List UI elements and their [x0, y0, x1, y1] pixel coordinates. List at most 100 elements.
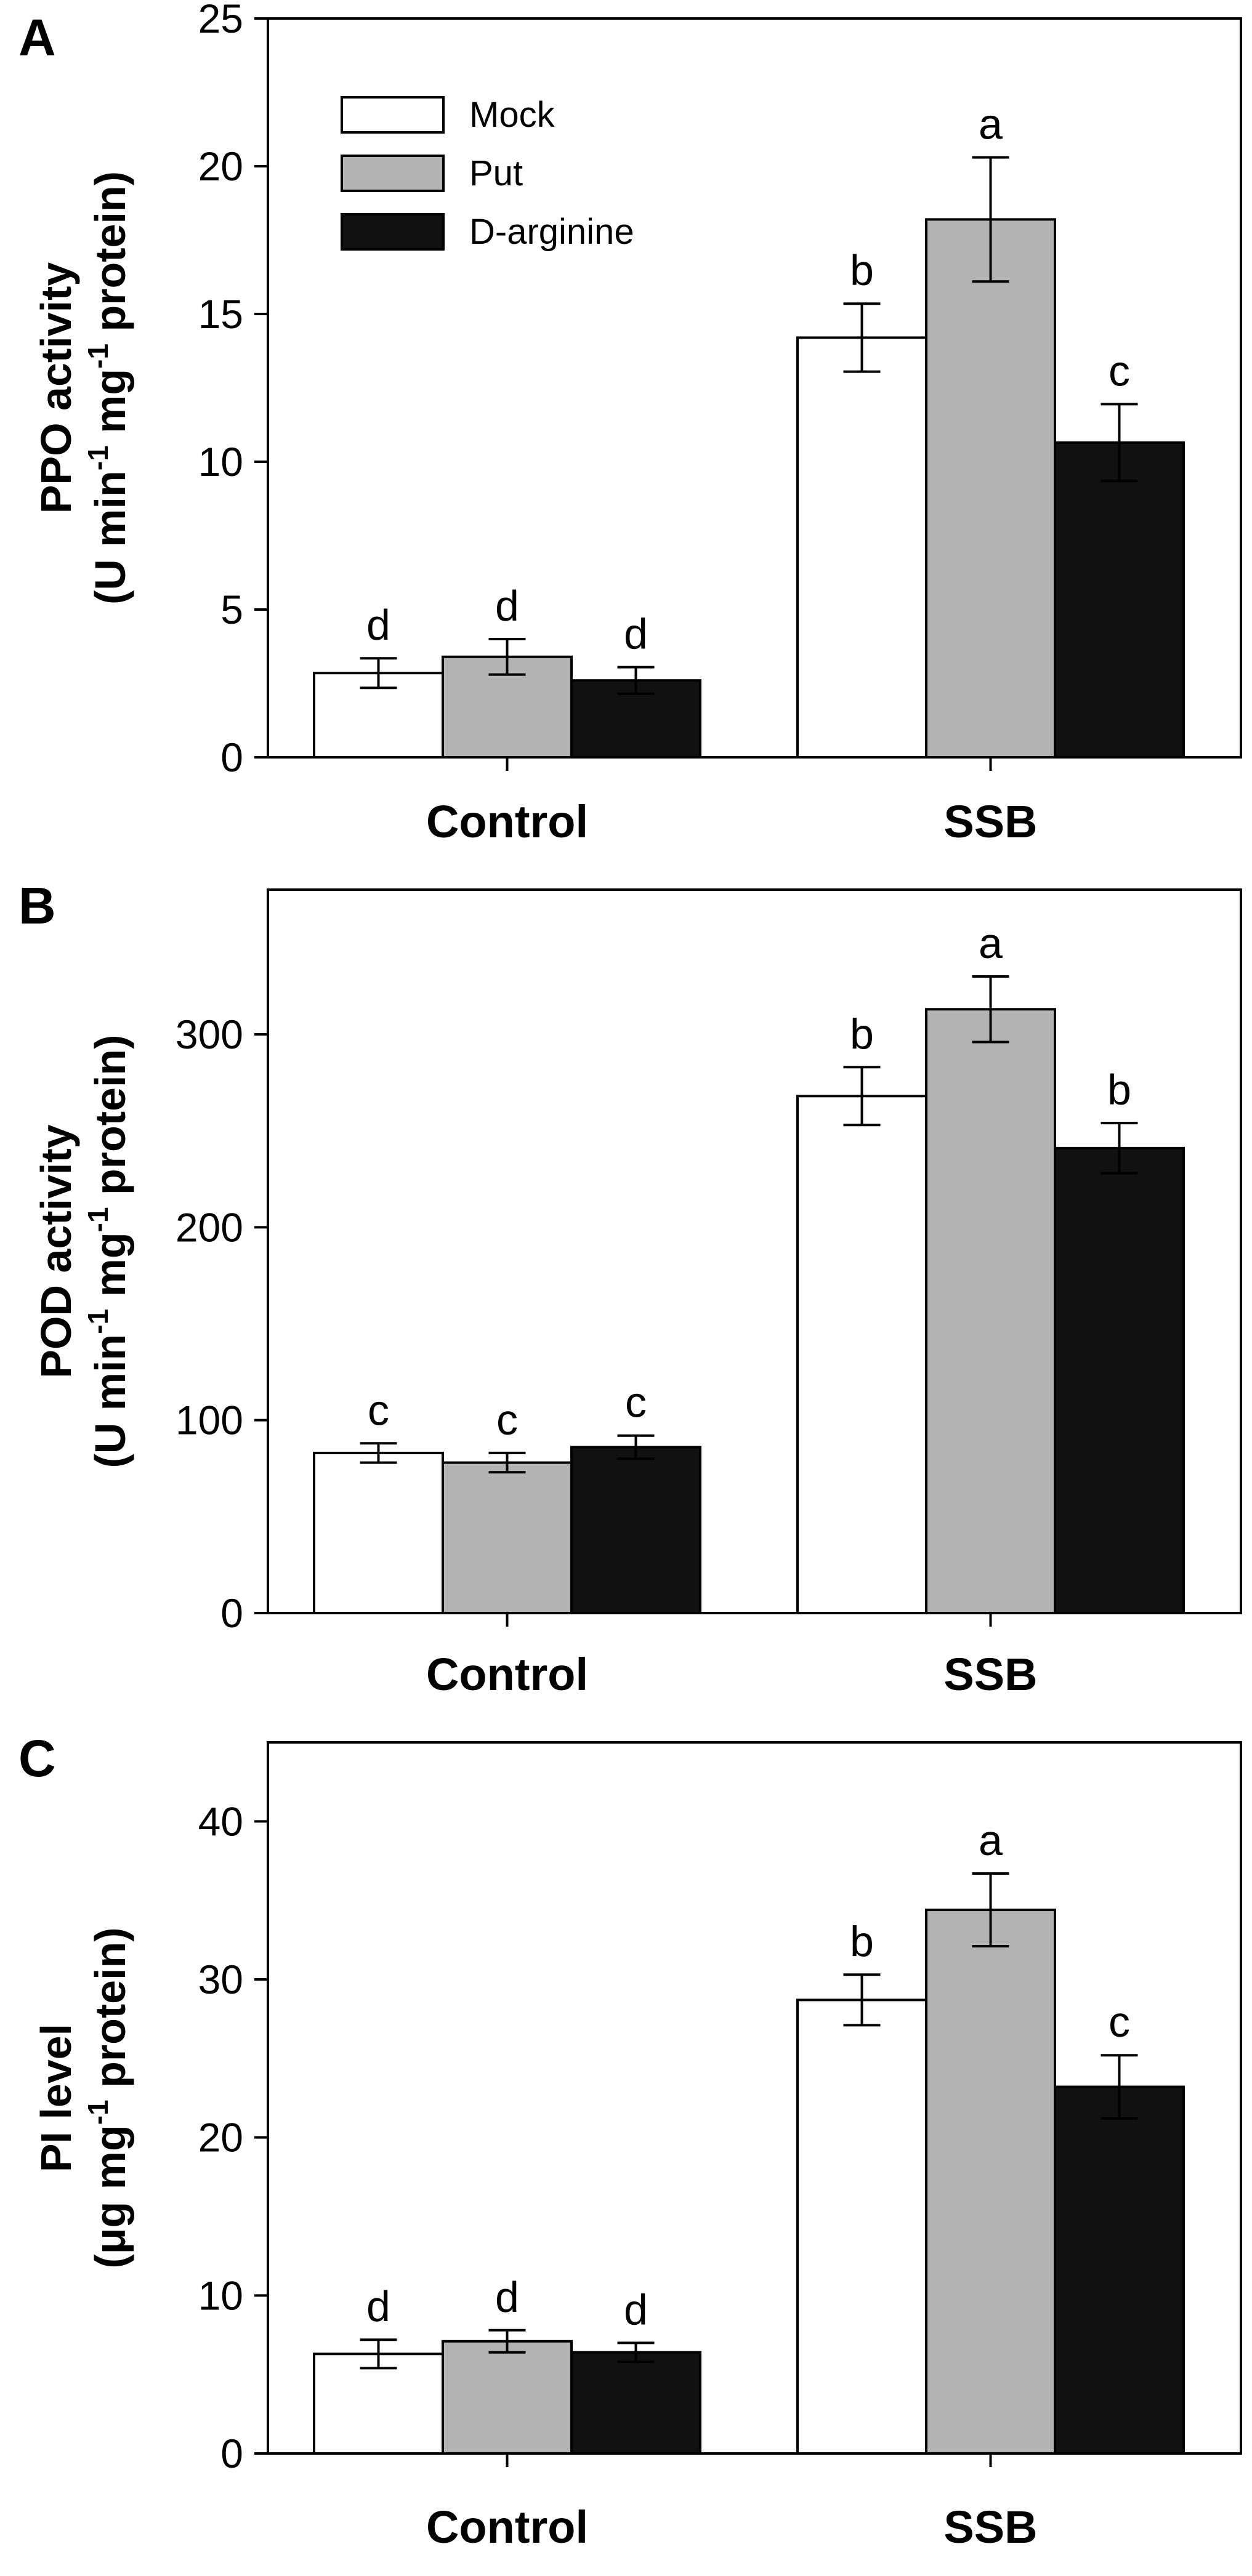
y-axis-label-part: protein) — [86, 1927, 134, 2099]
y-tick-label: 20 — [198, 2115, 243, 2160]
y-axis-label: POD activity(U min-1 mg-1 protein) — [32, 1035, 134, 1468]
y-axis-label-part: mg — [86, 1232, 134, 1308]
significance-letter: d — [624, 610, 648, 658]
plot-frame — [267, 17, 1242, 759]
y-axis-label-part: (U min — [86, 470, 134, 605]
significance-letter: b — [850, 1917, 874, 1965]
y-axis-label-part: protein) — [86, 1035, 134, 1207]
category-label: SSB — [943, 1649, 1037, 1700]
error-bar — [972, 1872, 1009, 1948]
error-bar — [617, 1434, 655, 1460]
error-bar — [1101, 1122, 1138, 1175]
significance-letter: c — [625, 1379, 647, 1427]
category-label: Control — [426, 2502, 588, 2553]
bar-d-arginine-control — [570, 1446, 701, 1615]
legend-label: Mock — [469, 95, 555, 135]
significance-letter: d — [495, 582, 519, 630]
error-bar — [617, 2341, 655, 2364]
significance-letter: b — [1107, 1066, 1131, 1114]
category-label: Control — [426, 796, 588, 847]
significance-letter: c — [1109, 1998, 1130, 2046]
error-bar — [360, 2338, 397, 2370]
significance-letter: d — [624, 2285, 648, 2333]
error-bar — [843, 302, 881, 373]
significance-letter: a — [979, 919, 1003, 967]
bar-put-control — [442, 2340, 573, 2455]
plot-frame — [267, 1741, 1242, 2455]
panel-c: C 0 10 20 30 40 Control SSB PI level(μg mg-1 pro… — [18, 1729, 1242, 2553]
error-bar — [843, 1973, 881, 2027]
panel-label: C — [18, 1729, 56, 1787]
category-label: Control — [426, 1649, 588, 1700]
y-tick-label: 0 — [220, 1590, 243, 1636]
significance-letter: c — [1109, 347, 1130, 395]
y-tick-label: 200 — [176, 1204, 243, 1250]
bar-mock-ssb — [796, 1998, 927, 2455]
y-axis-label-part: (U min — [86, 1334, 134, 1468]
y-tick-label: 0 — [220, 2431, 243, 2476]
y-axis-label-line1: POD activity — [32, 1124, 80, 1378]
legend-label: D-arginine — [469, 212, 634, 252]
error-bar — [488, 2328, 526, 2354]
legend-swatch — [341, 213, 445, 251]
bar-d-arginine-ssb — [1054, 1146, 1185, 1615]
significance-letter: b — [850, 246, 874, 294]
bar-d-arginine-control — [570, 2351, 701, 2455]
panel-label: B — [18, 877, 56, 935]
y-axis-label-part: mg — [86, 369, 134, 445]
y-axis-label-part: -1 — [82, 1309, 114, 1334]
legend-label: Put — [469, 153, 523, 193]
bar-put-ssb — [925, 1008, 1056, 1615]
category-label: SSB — [943, 2502, 1037, 2553]
y-tick-label: 30 — [198, 1957, 243, 2002]
bar-d-arginine-ssb — [1054, 2085, 1185, 2455]
bar-mock-control — [313, 2353, 444, 2455]
y-axis-label-part: -1 — [82, 2099, 114, 2125]
significance-letter: c — [496, 1396, 518, 1444]
bar-mock-ssb — [796, 1095, 927, 1615]
bar-mock-control — [313, 672, 444, 759]
error-bar — [360, 1442, 397, 1464]
y-tick-label: 100 — [176, 1398, 243, 1443]
bar-put-control — [442, 1461, 573, 1615]
error-bar — [360, 657, 397, 690]
error-bar — [488, 1451, 526, 1474]
legend-swatch — [341, 155, 445, 192]
plot-frame — [267, 888, 1242, 1614]
panel-label: A — [18, 9, 56, 66]
bar-d-arginine-ssb — [1054, 441, 1185, 759]
significance-letter: b — [850, 1010, 874, 1058]
significance-letter: d — [366, 601, 390, 649]
y-axis-label-part: (μg mg — [86, 2125, 134, 2268]
y-tick-label: 10 — [198, 439, 243, 485]
y-tick-label: 25 — [198, 0, 243, 41]
error-bar — [488, 638, 526, 676]
error-bar — [843, 1066, 881, 1127]
y-tick-label: 20 — [198, 143, 243, 189]
bar-mock-ssb — [796, 336, 927, 759]
y-tick-label: 10 — [198, 2272, 243, 2318]
y-axis-label-line1: PPO activity — [32, 262, 80, 514]
bar-mock-control — [313, 1451, 444, 1615]
legend: Mock Put D-arginine — [341, 95, 634, 252]
y-axis-label: PI level(μg mg-1 protein) — [32, 1927, 134, 2268]
y-axis-label-part: -1 — [82, 445, 114, 470]
significance-letter: a — [979, 100, 1003, 148]
significance-letter: c — [368, 1386, 389, 1434]
category-label: SSB — [943, 796, 1037, 847]
y-axis-label-part: protein) — [86, 171, 134, 344]
error-bar — [617, 666, 655, 695]
y-axis-label-part: -1 — [82, 1207, 114, 1232]
y-tick-label: 5 — [220, 587, 243, 632]
y-axis-label-line2: (U min-1 mg-1 protein) — [82, 1035, 134, 1468]
error-bar — [1101, 2054, 1138, 2120]
y-axis-label-line2: (μg mg-1 protein) — [82, 1927, 134, 2268]
error-bar — [972, 975, 1009, 1044]
legend-swatch — [341, 96, 445, 134]
y-axis-label-line2: (U min-1 mg-1 protein) — [82, 171, 134, 605]
y-axis-label-part: -1 — [82, 344, 114, 369]
significance-letter: d — [366, 2282, 390, 2330]
